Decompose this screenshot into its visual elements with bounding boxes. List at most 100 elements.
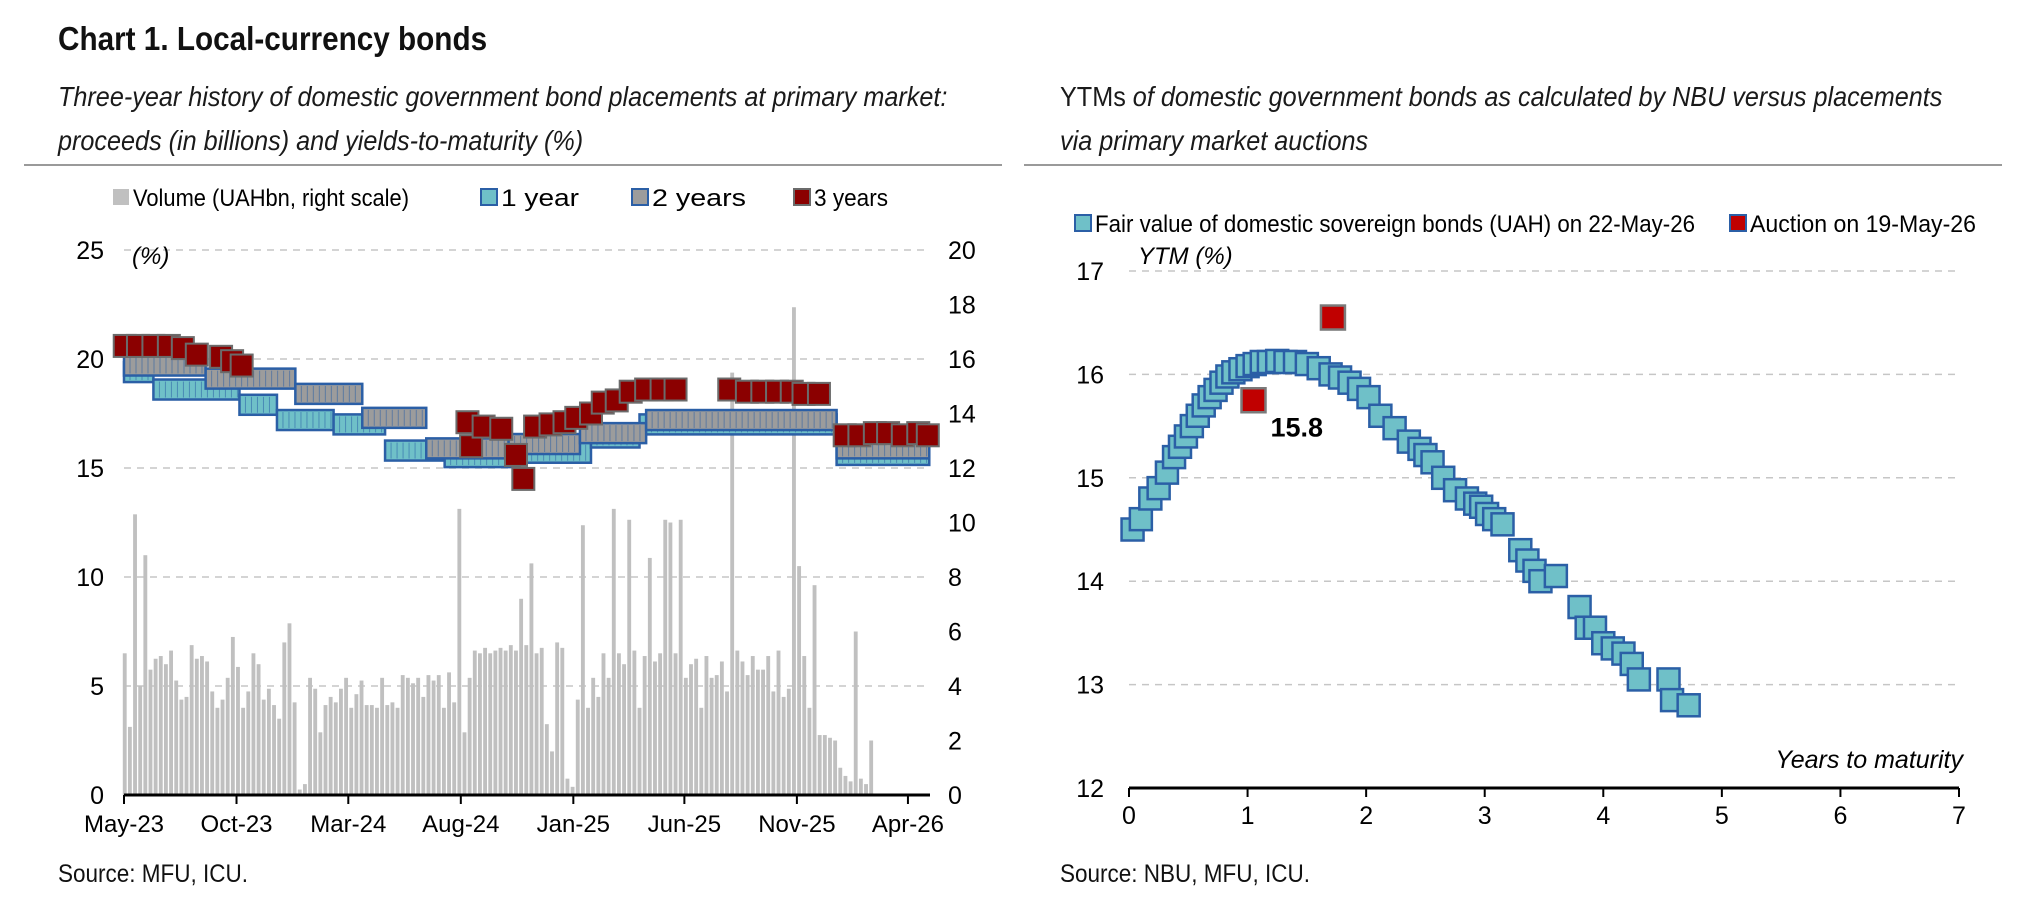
fair-value-marker: [1656, 667, 1681, 692]
x-tick-label: Aug-24: [422, 811, 499, 838]
x-tick-label: Oct-23: [201, 811, 273, 838]
legend-swatch: [1729, 214, 1747, 232]
left-axis-tick-label: 20: [76, 346, 104, 374]
volume-bar: [755, 669, 760, 795]
volume-bar: [375, 707, 379, 795]
right-axis-tick-label: 14: [948, 401, 976, 429]
volume-bar: [771, 691, 776, 795]
volume-bar: [519, 598, 524, 795]
volume-bar: [158, 656, 163, 795]
volume-bar: [843, 775, 848, 795]
volume-bar: [308, 677, 312, 795]
auction-marker: [1319, 304, 1347, 331]
yield-3y-marker: [511, 466, 536, 491]
volume-bar: [277, 718, 282, 795]
volume-bar: [205, 661, 210, 795]
volume-bar: [369, 705, 374, 795]
y-tick-label: 17: [1076, 258, 1104, 286]
volume-bar: [606, 677, 611, 795]
fair-value-marker: [1128, 506, 1154, 532]
volume-bar: [194, 658, 199, 795]
volume-bar: [153, 658, 158, 795]
left-axis-unit: (%): [132, 243, 169, 270]
volume-bar: [694, 658, 699, 795]
volume-bar: [611, 508, 616, 795]
x-tick-label: Nov-25: [758, 811, 835, 838]
volume-bar: [586, 707, 590, 795]
volume-bar: [354, 694, 359, 795]
volume-bar: [385, 705, 390, 795]
volume-bar: [848, 781, 853, 795]
fair-value-marker: [1626, 667, 1652, 692]
volume-bar: [539, 647, 544, 795]
volume-bar: [786, 688, 791, 795]
volume-bar: [822, 735, 827, 795]
volume-bar: [292, 702, 297, 795]
volume-bar: [225, 677, 230, 795]
volume-bar: [272, 705, 276, 795]
volume-bar: [828, 737, 832, 795]
volume-bar: [390, 702, 395, 795]
volume-bar: [184, 696, 189, 795]
yield-3y-marker: [459, 434, 484, 459]
left-source-note: Source: MFU, ICU.: [58, 860, 249, 888]
volume-bar: [570, 786, 575, 795]
volume-bar: [575, 699, 580, 795]
volume-bar: [591, 677, 596, 795]
volume-bar: [503, 650, 508, 795]
volume-bar: [282, 642, 287, 795]
right-axis-tick-label: 16: [948, 346, 976, 374]
volume-bar: [143, 555, 148, 795]
volume-bar: [189, 645, 194, 795]
legend-swatch: [793, 188, 811, 206]
right-axis-tick-label: 18: [948, 292, 976, 320]
y-axis-title: YTM (%): [1138, 243, 1233, 270]
volume-bar: [560, 647, 565, 795]
volume-bar: [349, 707, 354, 795]
volume-bar: [488, 653, 493, 795]
volume-bar: [683, 677, 688, 795]
volume-bar: [580, 525, 585, 795]
legend-label: Volume (UAHbn, right scale): [133, 185, 409, 212]
volume-bar: [441, 707, 446, 795]
legend-swatch: [1074, 214, 1092, 232]
volume-bar: [838, 767, 843, 795]
volume-bar: [647, 557, 652, 795]
volume-bar: [596, 696, 601, 795]
legend-label: Auction on 19-May-26: [1750, 211, 1976, 238]
x-tick-label: 2: [1359, 802, 1373, 830]
yield-3y-marker: [489, 416, 514, 441]
volume-bar: [133, 514, 137, 795]
volume-bar: [163, 664, 168, 795]
volume-bar: [266, 688, 271, 795]
x-tick-label: Jun-25: [648, 811, 721, 838]
left-axis-tick-label: 10: [76, 564, 104, 592]
volume-bar: [122, 653, 127, 795]
legend-label: 1 year: [501, 185, 579, 212]
x-tick-label: 6: [1833, 802, 1847, 830]
volume-bar: [750, 656, 755, 795]
volume-bar: [220, 699, 225, 795]
fair-value-marker: [1676, 693, 1701, 718]
volume-bar: [467, 677, 472, 795]
volume-bar: [508, 645, 513, 795]
volume-bar: [483, 647, 488, 795]
volume-bar: [544, 724, 549, 795]
volume-bar: [462, 732, 467, 795]
left-subtitle-line-2: proceeds (in billions) and yields-to-mat…: [58, 125, 584, 156]
volume-bar: [642, 656, 647, 795]
volume-bar: [812, 585, 817, 795]
volume-bar: [632, 650, 637, 795]
x-tick-label: 7: [1952, 802, 1966, 830]
yield-2y-segment: [294, 382, 364, 406]
right-source-note: Source: NBU, MFU, ICU.: [1060, 860, 1311, 888]
volume-bar: [709, 677, 714, 795]
volume-bar: [673, 653, 678, 795]
y-tick-label: 12: [1076, 775, 1104, 803]
volume-bar: [179, 699, 184, 795]
x-tick-label: Mar-24: [310, 811, 386, 838]
yield-3y-marker: [806, 381, 831, 406]
volume-bar: [339, 688, 343, 795]
yield-2y-segment: [578, 421, 648, 445]
